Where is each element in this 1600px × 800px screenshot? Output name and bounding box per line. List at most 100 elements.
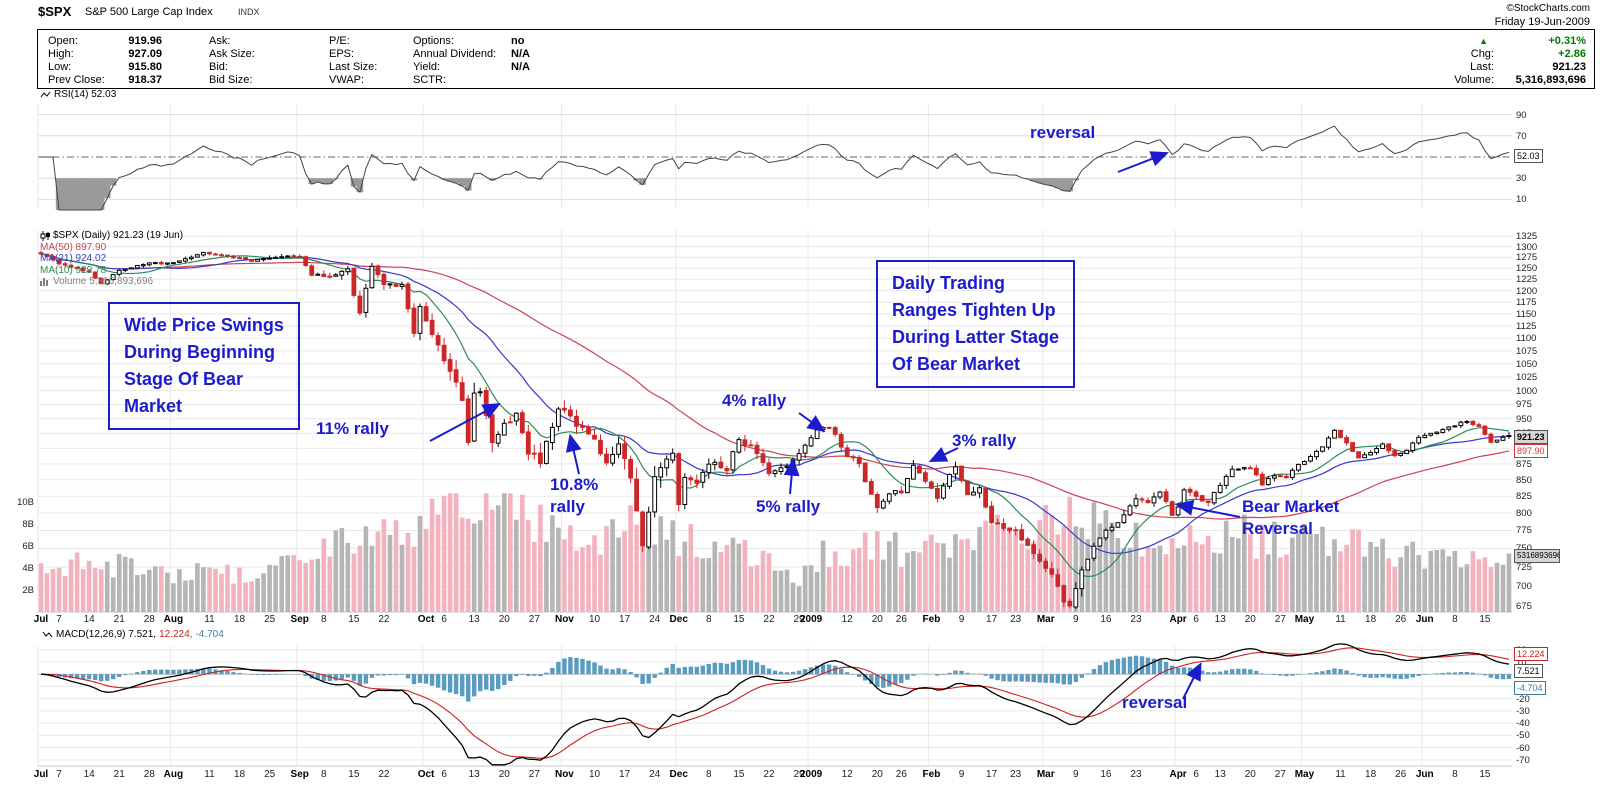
x-axis-label: 20 <box>871 769 883 780</box>
axis-label: 30 <box>1516 173 1527 185</box>
macd-line-tag: 7.521 <box>1514 664 1543 678</box>
axis-label: 6B <box>22 541 34 552</box>
axis-label: 1150 <box>1516 308 1537 320</box>
x-axis-label: 26 <box>895 769 907 780</box>
x-axis-label: 21 <box>113 769 125 780</box>
x-axis-label: 22 <box>763 614 775 625</box>
x-axis-label: 7 <box>56 614 62 625</box>
x-axis-label: Nov <box>554 769 574 780</box>
quote-label: EPS: <box>329 47 355 60</box>
annotation-10-8pct-rally: 10.8% rally <box>550 475 599 516</box>
annotation-macd-reversal: reversal <box>1122 693 1188 712</box>
x-axis-label: 15 <box>348 769 360 780</box>
x-axis-label: Sep <box>290 614 309 625</box>
x-axis-label: Oct <box>417 769 435 780</box>
quote-label: Open: <box>48 34 78 47</box>
x-axis-label: 9 <box>1073 769 1079 780</box>
axis-label: 1025 <box>1516 372 1538 384</box>
x-axis-label: Feb <box>922 614 941 625</box>
ma50-value-tag: 897.90 <box>1514 443 1548 458</box>
x-axis-label: 23 <box>1010 769 1022 780</box>
x-axis-label: 18 <box>1365 614 1377 625</box>
x-axis-label: 29 <box>793 614 805 625</box>
x-axis-label: 8 <box>320 614 327 625</box>
x-axis-label: 18 <box>233 769 246 780</box>
x-axis-label: 20 <box>498 769 510 780</box>
x-axis-label: 17 <box>986 614 998 625</box>
x-axis-label: May <box>1294 614 1315 625</box>
x-axis-label: 16 <box>1100 614 1112 625</box>
x-axis-label: Apr <box>1169 614 1187 625</box>
x-axis-label: 23 <box>1130 614 1142 625</box>
quote-label: VWAP: <box>329 73 365 86</box>
x-axis-label: 13 <box>1214 614 1226 625</box>
axis-label: -40 <box>1516 718 1530 730</box>
axis-label: 1300 <box>1516 241 1538 253</box>
chg-label: Chg: <box>1470 47 1494 60</box>
annotation-line: Stage Of Bear <box>124 369 244 389</box>
x-axis-label: 22 <box>763 769 775 780</box>
x-axis-label: Apr <box>1169 769 1187 780</box>
x-axis-label: 23 <box>1010 614 1022 625</box>
x-axis-label: 26 <box>1395 614 1407 625</box>
last-price-tag: 921.23 <box>1514 429 1548 444</box>
quote-label: Bid: <box>209 60 228 73</box>
quote-label: SCTR: <box>413 73 446 86</box>
macd-signal-value: 12.224, <box>159 629 193 641</box>
index-name: S&P 500 Large Cap Index <box>85 6 213 18</box>
x-axis-label: Jun <box>1415 614 1434 625</box>
volume-legend: Volume 5,316,893,696 <box>53 276 154 288</box>
rsi-label: RSI(14) 52.03 <box>54 89 117 101</box>
annotation-box-late-bear: Daily Trading Ranges Tighten Up During L… <box>876 260 1076 388</box>
axis-label: 975 <box>1516 399 1532 411</box>
x-axis-label: 28 <box>143 614 155 625</box>
x-axis-label: 24 <box>649 614 661 625</box>
x-axis-label: 15 <box>348 614 360 625</box>
ma21-legend: MA(21) 924.02 <box>40 253 107 265</box>
quote-label: Annual Dividend: <box>413 47 497 60</box>
annotation-11pct-rally: 11% rally <box>316 419 389 438</box>
quote-label: High: <box>48 47 74 60</box>
x-axis-label: Aug <box>163 614 184 625</box>
x-axis-label: 11 <box>204 614 215 625</box>
x-axis-label: 11 <box>1335 769 1346 780</box>
x-axis-label: Aug <box>163 769 184 780</box>
axis-label: 1250 <box>1516 263 1538 275</box>
x-axis-label: 6 <box>1193 614 1199 625</box>
x-axis-label: Oct <box>417 614 435 625</box>
x-axis-label: 6 <box>1193 769 1199 780</box>
annotation-line: Ranges Tighten Up <box>892 300 1056 320</box>
macd-legend: MACD(12,26,9) 7.521, 12.224, -4.704 <box>42 629 224 641</box>
macd-signal-tag: 12.224 <box>1514 647 1548 662</box>
quote-label: Ask Size: <box>209 47 255 60</box>
chart-date: Friday 19-Jun-2009 <box>1494 16 1590 28</box>
ma50-legend: MA(50) 897.90 <box>40 241 107 253</box>
x-axis-label: 9 <box>958 769 965 780</box>
x-axis-label: 12 <box>841 769 853 780</box>
x-axis-label: 14 <box>83 769 95 780</box>
axis-label: 725 <box>1516 562 1532 574</box>
macd-hist-tag: -4.704 <box>1514 680 1546 695</box>
axis-label: 875 <box>1516 458 1532 470</box>
x-axis-label: 27 <box>1274 614 1286 625</box>
x-axis-label: 18 <box>1365 769 1377 780</box>
axis-label: 1000 <box>1516 385 1538 397</box>
indicator-icon <box>42 631 53 638</box>
candlestick-icon <box>40 230 50 241</box>
x-axis-label: 28 <box>143 769 155 780</box>
x-axis-label: Mar <box>1036 769 1055 780</box>
x-axis-label: 25 <box>264 769 276 780</box>
axis-label: 4B <box>22 563 34 574</box>
quote-col-fundamentals: P/E: EPS: Last Size: VWAP: <box>329 34 393 86</box>
x-axis-label: Nov <box>554 614 574 625</box>
volume-value: 5,316,893,696 <box>1515 73 1586 86</box>
x-axis-label: 13 <box>468 769 480 780</box>
x-axis-label: Mar <box>1036 614 1055 625</box>
axis-label: 10 <box>1516 656 1527 668</box>
x-axis-label: May <box>1294 769 1315 780</box>
axis-label: -50 <box>1516 730 1530 742</box>
x-axis-label: 20 <box>1244 769 1256 780</box>
x-axis-label: 8 <box>706 614 712 625</box>
axis-label: 1050 <box>1516 358 1538 370</box>
